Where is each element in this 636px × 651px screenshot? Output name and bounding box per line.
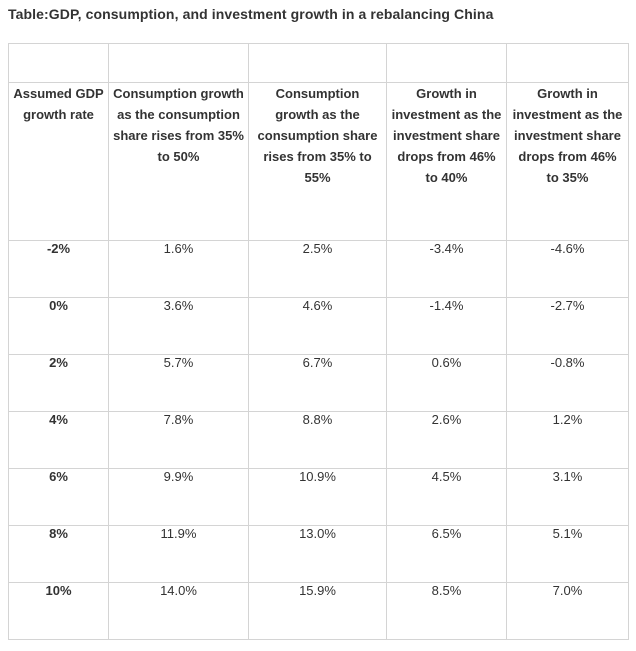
table-cell: 5.1% (506, 525, 629, 583)
empty-cell (386, 43, 507, 83)
table-cell: 3.1% (506, 468, 629, 526)
empty-cell (8, 43, 109, 83)
gdp-rate-cell: 10% (8, 582, 109, 640)
table-cell: -4.6% (506, 240, 629, 298)
table-cell: 3.6% (108, 297, 249, 355)
table-cell: 10.9% (248, 468, 387, 526)
table-cell: 1.6% (108, 240, 249, 298)
table-cell: 7.8% (108, 411, 249, 469)
table-row: 2% 5.7% 6.7% 0.6% -0.8% (8, 354, 629, 412)
gdp-rate-cell: 8% (8, 525, 109, 583)
table-row: 8% 11.9% 13.0% 6.5% 5.1% (8, 525, 629, 583)
table-cell: 0.6% (386, 354, 507, 412)
table-cell: 2.5% (248, 240, 387, 298)
table-cell: 4.6% (248, 297, 387, 355)
table-row: -2% 1.6% 2.5% -3.4% -4.6% (8, 240, 629, 298)
table-cell: -1.4% (386, 297, 507, 355)
table-cell: 13.0% (248, 525, 387, 583)
table-row: 6% 9.9% 10.9% 4.5% 3.1% (8, 468, 629, 526)
column-header-row: Assumed GDP growth rate Consumption grow… (8, 82, 629, 241)
table-row: 10% 14.0% 15.9% 8.5% 7.0% (8, 582, 629, 640)
table-row: 4% 7.8% 8.8% 2.6% 1.2% (8, 411, 629, 469)
empty-cell (248, 43, 387, 83)
table-cell: 8.8% (248, 411, 387, 469)
table-cell: 9.9% (108, 468, 249, 526)
column-header-gdp-rate: Assumed GDP growth rate (8, 82, 109, 241)
column-header-investment-40: Growth in investment as the investment s… (386, 82, 507, 241)
table-cell: 7.0% (506, 582, 629, 640)
gdp-rate-cell: 0% (8, 297, 109, 355)
column-header-consumption-55: Consumption growth as the consumption sh… (248, 82, 387, 241)
table-cell: 6.5% (386, 525, 507, 583)
column-header-investment-35: Growth in investment as the investment s… (506, 82, 629, 241)
column-header-consumption-50: Consumption growth as the consumption sh… (108, 82, 249, 241)
table-cell: 6.7% (248, 354, 387, 412)
table-cell: 15.9% (248, 582, 387, 640)
table-cell: 5.7% (108, 354, 249, 412)
table-cell: 11.9% (108, 525, 249, 583)
table-cell: 14.0% (108, 582, 249, 640)
table-cell: -0.8% (506, 354, 629, 412)
table-title: Table:GDP, consumption, and investment g… (8, 6, 494, 22)
gdp-rate-cell: 6% (8, 468, 109, 526)
table-cell: 1.2% (506, 411, 629, 469)
empty-cell (506, 43, 629, 83)
empty-header-row (8, 43, 629, 83)
growth-table: Assumed GDP growth rate Consumption grow… (8, 43, 629, 640)
gdp-rate-cell: 4% (8, 411, 109, 469)
table-cell: -3.4% (386, 240, 507, 298)
table-cell: 8.5% (386, 582, 507, 640)
gdp-rate-cell: 2% (8, 354, 109, 412)
table-cell: -2.7% (506, 297, 629, 355)
gdp-rate-cell: -2% (8, 240, 109, 298)
table-cell: 2.6% (386, 411, 507, 469)
table-cell: 4.5% (386, 468, 507, 526)
empty-cell (108, 43, 249, 83)
table-row: 0% 3.6% 4.6% -1.4% -2.7% (8, 297, 629, 355)
